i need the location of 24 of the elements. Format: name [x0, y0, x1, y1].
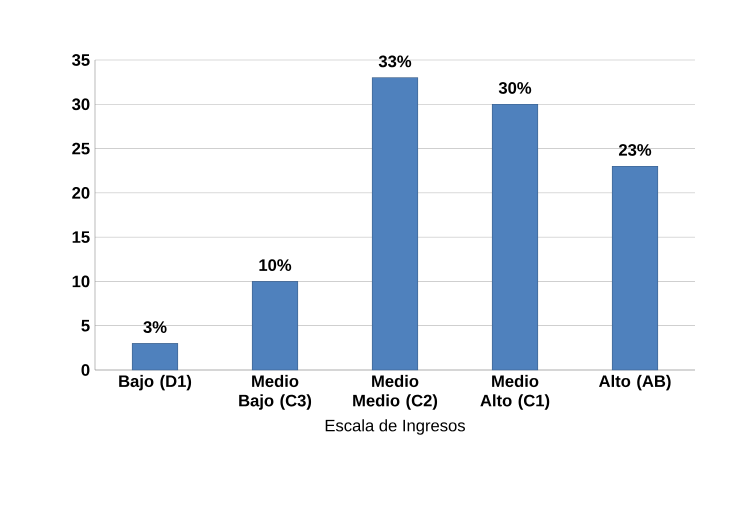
bar	[492, 104, 538, 370]
data-label: 30%	[498, 82, 532, 94]
y-tick-label: 10	[72, 276, 90, 288]
y-tick-label: 30	[72, 98, 90, 110]
y-tick-label: 5	[81, 320, 90, 332]
bar	[612, 166, 658, 370]
bar	[132, 343, 178, 370]
data-label: 10%	[259, 259, 292, 271]
x-tick-label: Medio Bajo (C3)	[239, 374, 312, 410]
data-label: 23%	[618, 144, 652, 156]
x-tick-label: Alto (AB)	[598, 374, 671, 390]
x-axis-title: Escala de Ingresos	[326, 419, 465, 435]
bar	[252, 281, 298, 370]
x-tick-label: Bajo (D1)	[119, 374, 192, 390]
y-tick-label: 15	[72, 231, 90, 243]
y-tick-label: 35	[72, 54, 90, 66]
x-tick-label: Medio Medio (C2)	[353, 374, 438, 410]
y-tick-label: 20	[72, 186, 90, 199]
data-label: 3%	[143, 321, 167, 334]
x-tick-label: Medio Alto (C1)	[480, 374, 550, 410]
bar	[372, 77, 418, 370]
y-tick-label: 25	[72, 142, 90, 154]
data-label: 33%	[378, 56, 412, 68]
y-tick-label: 0	[82, 364, 90, 376]
